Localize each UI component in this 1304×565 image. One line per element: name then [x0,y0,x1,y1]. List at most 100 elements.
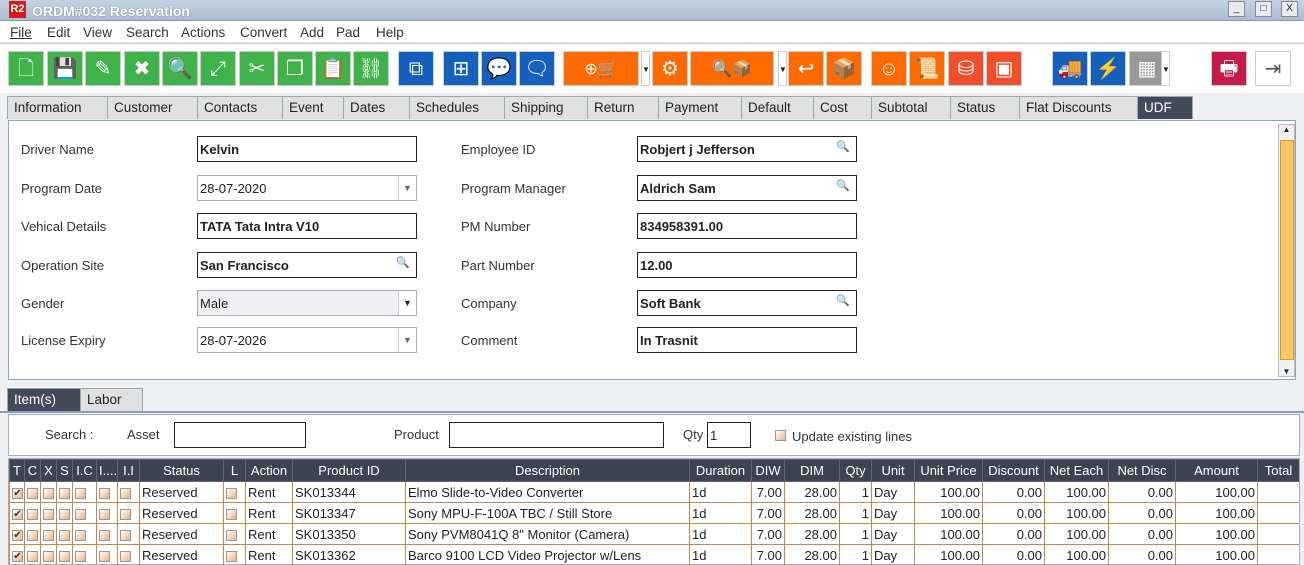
tab-subtotal[interactable]: Subtotal [871,96,951,119]
vehical-details-input[interactable]: TATA Tata Intra V10 [197,213,417,239]
smiley-button[interactable]: ☺ [871,51,907,86]
row-flag-cell[interactable] [96,523,118,545]
flag-checkbox[interactable] [120,487,131,499]
calendar-dropdown[interactable]: ▼ [1161,51,1170,86]
flag-checkbox[interactable] [75,550,86,562]
print-button[interactable]: 🖶 [1211,51,1247,86]
tab-return[interactable]: Return [587,96,659,119]
menu-edit[interactable]: Edit [47,25,71,40]
flag-checkbox[interactable] [59,550,70,562]
scrollbar-thumb[interactable] [1280,140,1294,360]
program-date-input[interactable]: 28-07-2020 ▼ [197,175,417,201]
row-flag-cell[interactable]: ✔ [9,481,25,503]
tab-schedules[interactable]: Schedules [409,96,505,119]
taxable-checkbox[interactable]: ✔ [12,508,23,520]
menu-actions[interactable]: Actions [181,25,226,40]
tab-items[interactable]: Item(s) [7,388,81,411]
minimize-button[interactable]: _ [1228,1,1245,17]
edit-pencil-button[interactable]: ✎ [85,51,121,86]
employee-id-input[interactable]: Robjert j Jefferson 🔍 [637,136,857,162]
copy-zero-button[interactable]: ⧉ [398,51,434,86]
part-number-input[interactable]: 12.00 [637,252,857,278]
tab-labor[interactable]: Labor [80,388,143,411]
lookup-search-icon[interactable]: 🔍 [836,295,850,307]
row-flag-cell[interactable] [24,481,41,503]
flag-checkbox[interactable] [59,529,70,541]
column-header-action[interactable]: Action [245,459,293,482]
search-box-button[interactable]: 🔍📦 [690,51,774,86]
row-flag-cell[interactable] [96,502,118,524]
row-flag-cell[interactable] [40,481,57,503]
asset-search-input[interactable] [174,422,306,448]
column-header-c[interactable]: C [24,459,41,482]
menu-add[interactable]: Add [300,25,325,40]
menu-file[interactable]: File [10,25,32,40]
row-flag-cell[interactable] [117,523,140,545]
tab-flat-discounts[interactable]: Flat Discounts [1019,96,1138,119]
new-document-button[interactable]: 🗋 [8,51,44,86]
return-button[interactable]: ↩ [788,51,824,86]
tab-status[interactable]: Status [950,96,1020,119]
row-flag-cell[interactable] [40,544,57,564]
menu-help[interactable]: Help [376,25,404,40]
license-expiry-input[interactable]: 28-07-2026 ▼ [197,327,417,353]
copy-button[interactable]: ❐ [277,51,313,86]
flag-checkbox[interactable] [27,487,38,499]
table-row[interactable]: ✔ Reserved Rent SK013347 Sony MPU-F-100A TBC… [9,502,1299,524]
tab-udf[interactable]: UDF [1137,96,1193,119]
taxable-checkbox[interactable]: ✔ [12,529,23,541]
l-checkbox[interactable] [226,550,237,562]
l-cell[interactable] [223,544,246,564]
column-header-net-disc[interactable]: Net Disc [1108,459,1176,482]
maximize-button[interactable]: □ [1255,1,1272,17]
row-flag-cell[interactable] [96,481,118,503]
program-manager-input[interactable]: Aldrich Sam 🔍 [637,175,857,201]
flag-checkbox[interactable] [43,508,54,520]
column-header-status[interactable]: Status [139,459,224,482]
flag-checkbox[interactable] [27,529,38,541]
row-flag-cell[interactable] [117,544,140,564]
dropdown-arrow-icon[interactable]: ▼ [398,328,416,352]
delete-x-button[interactable]: ✖ [124,51,160,86]
flag-checkbox[interactable] [99,550,110,562]
column-header-l[interactable]: L [223,459,246,482]
table-row[interactable]: ✔ Reserved Rent SK013344 Elmo Slide-to-Video… [9,481,1299,503]
row-flag-cell[interactable] [24,502,41,524]
flag-checkbox[interactable] [43,550,54,562]
column-header-duration[interactable]: Duration [689,459,752,482]
expand-button[interactable]: ⤢ [200,51,236,86]
table-row[interactable]: ✔ Reserved Rent SK013362 Barco 9100 LCD Vide… [9,544,1299,564]
safe-button[interactable]: ▣ [986,51,1022,86]
box-return-button[interactable]: 📦 [826,51,862,86]
l-cell[interactable] [223,481,246,503]
pm-number-input[interactable]: 834958391.00 [637,213,857,239]
flag-checkbox[interactable] [99,487,110,499]
l-cell[interactable] [223,523,246,545]
tab-shipping[interactable]: Shipping [504,96,588,119]
cut-scissors-button[interactable]: ✂ [239,51,275,86]
column-header-x[interactable]: X [40,459,57,482]
product-search-input[interactable] [449,422,664,448]
lookup-search-icon[interactable]: 🔍 [396,257,410,269]
row-flag-cell[interactable] [56,502,73,524]
row-flag-cell[interactable] [56,523,73,545]
column-header-unit-price[interactable]: Unit Price [914,459,983,482]
coins-add-button[interactable]: ⛁ [948,51,984,86]
row-flag-cell[interactable]: ✔ [9,544,25,564]
row-flag-cell[interactable]: ✔ [9,523,25,545]
l-checkbox[interactable] [226,529,237,541]
flag-checkbox[interactable] [75,508,86,520]
column-header-qty[interactable]: Qty [839,459,872,482]
scroll-down-icon[interactable]: ▼ [1282,367,1291,376]
row-flag-cell[interactable] [72,523,97,545]
row-flag-cell[interactable] [24,523,41,545]
column-header-t[interactable]: T [9,459,25,482]
driver-name-input[interactable]: Kelvin [197,136,417,162]
tab-event[interactable]: Event [282,96,344,119]
save-button[interactable]: 💾 [47,51,83,86]
l-checkbox[interactable] [226,508,237,520]
column-header-diw[interactable]: DIW [751,459,785,482]
row-flag-cell[interactable] [56,481,73,503]
flag-checkbox[interactable] [43,529,54,541]
qty-input[interactable]: 1 [707,422,751,448]
